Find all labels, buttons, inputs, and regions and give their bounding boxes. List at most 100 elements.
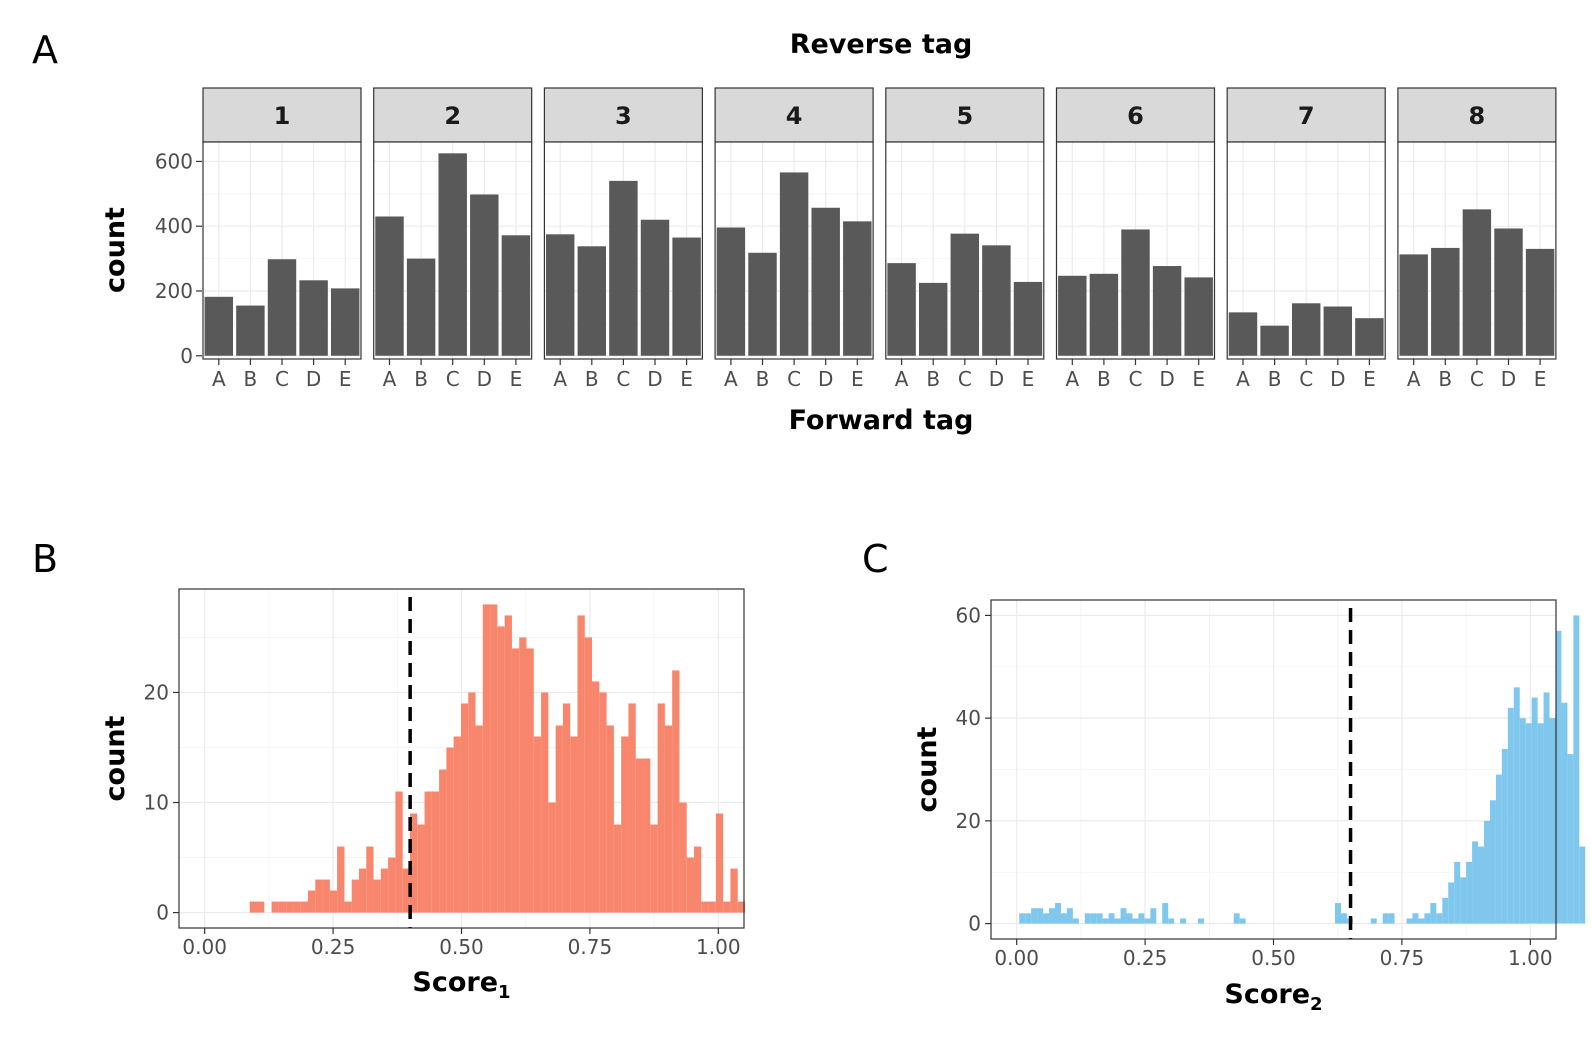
histogram-bin — [664, 725, 673, 913]
histogram-bin — [686, 857, 695, 913]
histogram-bin — [1168, 918, 1175, 924]
histogram-bin — [1549, 718, 1556, 924]
facet-strip — [373, 87, 533, 143]
x-axis-title-text: Score — [412, 967, 498, 998]
bar-5-C — [950, 233, 980, 356]
histogram-bin — [1537, 723, 1544, 924]
histogram-bin — [1144, 918, 1151, 924]
histogram-bin — [446, 747, 454, 913]
x-tick-label: 0.75 — [1380, 946, 1425, 970]
facet-strip-label: 7 — [1298, 102, 1315, 130]
y-tick-label: 200 — [155, 279, 193, 303]
x-tick-label: C — [275, 367, 289, 391]
x-tick-label: E — [1363, 367, 1376, 391]
facet-strip — [1055, 87, 1216, 143]
x-axis-title: Score1 — [412, 967, 510, 1003]
x-tick-label: A — [724, 367, 738, 391]
histogram-bin — [1466, 861, 1473, 924]
histogram-bin — [1037, 908, 1044, 924]
x-tick-label: A — [1236, 367, 1250, 391]
histogram-bin — [307, 890, 316, 913]
facet-panel-6: 6 A B C D E — [1055, 87, 1216, 391]
x-tick-label: C — [1299, 367, 1313, 391]
histogram-bin — [1025, 913, 1032, 924]
histogram-bin — [570, 736, 578, 913]
histogram-bin — [1495, 774, 1502, 924]
bar-3-D — [640, 219, 670, 356]
x-tick-label: B — [1438, 367, 1452, 391]
bar-7-B — [1260, 325, 1289, 356]
x-tick-label: A — [1065, 367, 1079, 391]
x-tick-label: D — [306, 367, 321, 391]
x-tick-label: 0.25 — [1123, 946, 1168, 970]
facet-frame — [543, 141, 704, 360]
histogram-bin — [555, 725, 563, 913]
facet-frame — [1055, 141, 1216, 360]
histogram-bin — [613, 824, 622, 913]
x-tick-label: B — [244, 367, 258, 391]
histogram-bin — [562, 703, 571, 913]
bar-4-A — [716, 227, 746, 356]
x-tick-label: E — [339, 367, 352, 391]
y-axis-title: count — [100, 715, 131, 801]
histogram-bin — [278, 901, 287, 913]
histogram-bin — [1483, 820, 1490, 924]
histogram-bin — [672, 670, 680, 913]
bar-8-C — [1462, 209, 1492, 356]
histogram-bin — [1340, 913, 1347, 924]
histogram-bin — [548, 802, 556, 913]
bar-6-D — [1152, 266, 1182, 356]
facet-panel-5: 5 A B C D E — [885, 87, 1045, 391]
histogram-bin — [460, 703, 469, 913]
histogram-bin — [1460, 877, 1467, 924]
histogram-bin — [1513, 687, 1520, 924]
histogram-bin — [1412, 913, 1419, 924]
bar-4-B — [748, 252, 777, 356]
y-axis-title: count — [912, 726, 943, 812]
bar-6-E — [1184, 277, 1213, 356]
x-tick-label: 1.00 — [1508, 946, 1553, 970]
facet-panel-2: 2 A B C D E — [373, 87, 533, 391]
histogram-bin — [1579, 846, 1586, 924]
histogram-bin — [737, 901, 745, 913]
histogram-bin — [1418, 918, 1425, 924]
x-tick-label: D — [1501, 367, 1516, 391]
x-tick-label: A — [553, 367, 567, 391]
bar-4-C — [779, 172, 809, 356]
histogram-bin — [694, 846, 702, 913]
histogram-bin — [1507, 707, 1514, 924]
histogram-bin — [1072, 918, 1079, 924]
x-tick-label: C — [787, 367, 801, 391]
histogram-bin — [606, 725, 614, 913]
facet-panel-1: 1 A B C D E — [202, 87, 362, 391]
facet-frame — [885, 141, 1045, 360]
histogram-bin — [1519, 718, 1526, 924]
histogram-bin — [723, 901, 731, 913]
facet-frame — [714, 141, 874, 360]
histogram-bin — [1239, 918, 1246, 924]
histogram-bin — [628, 703, 636, 913]
y-tick-label: 20 — [144, 680, 169, 704]
histogram-bin — [1054, 903, 1061, 924]
panel-letter-c: C — [862, 537, 889, 581]
histogram-bin — [701, 901, 709, 913]
x-tick-label: B — [414, 367, 428, 391]
histogram-bin — [257, 901, 265, 913]
bar-7-A — [1228, 312, 1258, 356]
histogram-bin — [424, 791, 432, 913]
histogram-bin — [541, 692, 549, 913]
facet-panel-8: 8 A B C D E — [1397, 87, 1557, 391]
bar-3-B — [577, 246, 607, 356]
histogram-bin — [417, 824, 425, 913]
x-tick-label: A — [1407, 367, 1421, 391]
facet-panel-7: 7 A B C D E — [1226, 87, 1386, 391]
facet-strip-label: 1 — [274, 102, 291, 130]
histogram-bin — [1489, 800, 1496, 924]
panel-letter-b: B — [32, 537, 58, 581]
bar-2-D — [470, 194, 499, 356]
bar-1-A — [204, 296, 234, 356]
histogram-bin — [453, 736, 461, 913]
x-axis-title-text: Score — [1224, 979, 1310, 1010]
